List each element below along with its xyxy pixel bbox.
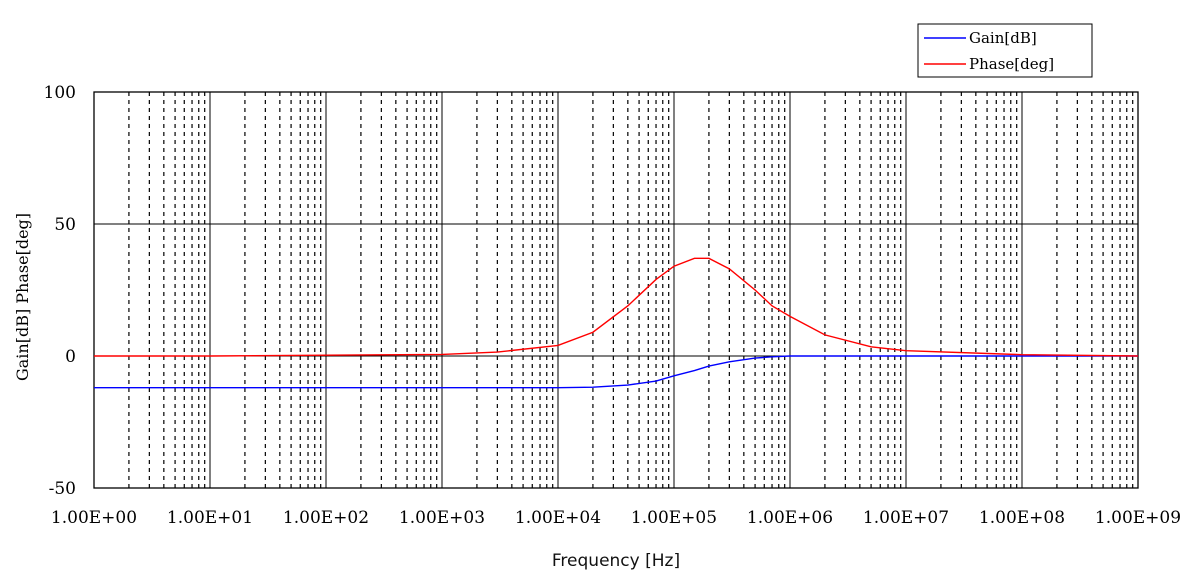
y-tick-label: 100	[44, 83, 76, 103]
y-tick-label: 0	[65, 347, 76, 367]
series-line-gain	[94, 355, 1138, 389]
plot-area	[94, 92, 1138, 488]
legend: Gain[dB] Phase[deg]	[917, 23, 1093, 78]
x-tick-label: 1.00E+05	[631, 508, 717, 528]
y-tick-labels: -50 0 50 100	[44, 83, 76, 499]
plot-frame	[93, 91, 1139, 489]
x-tick-label: 1.00E+01	[167, 508, 253, 528]
y-tick-label: -50	[49, 479, 76, 499]
legend-label-phase: Phase[deg]	[969, 55, 1054, 73]
x-tick-label: 1.00E+04	[515, 508, 601, 528]
y-tick-label: 50	[54, 215, 76, 235]
series-layer	[94, 257, 1139, 389]
x-tick-label: 1.00E+03	[399, 508, 485, 528]
x-tick-label: 1.00E+08	[979, 508, 1065, 528]
minor-grid	[128, 92, 1134, 488]
x-axis-label: Frequency [Hz]	[552, 551, 680, 571]
y-axis-label: Gain[dB] Phase[deg]	[13, 213, 32, 381]
x-tick-label: 1.00E+09	[1095, 508, 1181, 528]
x-tick-label: 1.00E+02	[283, 508, 369, 528]
legend-label-gain: Gain[dB]	[969, 29, 1037, 47]
x-tick-labels: 1.00E+00 1.00E+01 1.00E+02 1.00E+03 1.00E+04…	[51, 508, 1181, 528]
legend-box	[917, 23, 1093, 78]
x-tick-label: 1.00E+00	[51, 508, 137, 528]
x-tick-label: 1.00E+06	[747, 508, 833, 528]
series-line-phase	[94, 257, 1139, 357]
x-tick-label: 1.00E+07	[863, 508, 949, 528]
